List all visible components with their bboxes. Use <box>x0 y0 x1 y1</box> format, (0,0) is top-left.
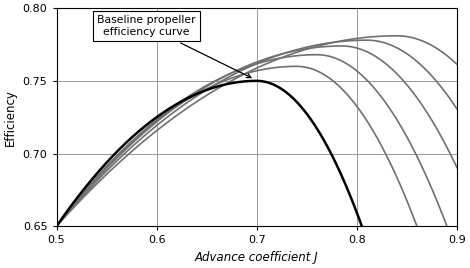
Y-axis label: Efficiency: Efficiency <box>4 89 17 146</box>
X-axis label: Advance coefficient J: Advance coefficient J <box>195 251 319 264</box>
Text: Baseline propeller
efficiency curve: Baseline propeller efficiency curve <box>97 16 251 78</box>
